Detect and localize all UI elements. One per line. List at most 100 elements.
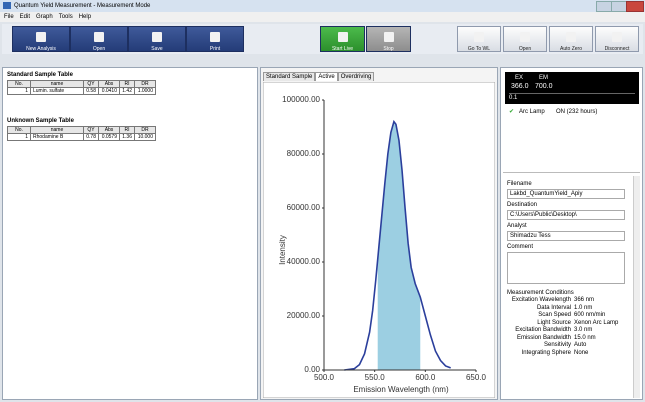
spectrum-chart: Intensity Emission Wavelength (nm) 0.00 2… [263, 82, 495, 398]
field-label: Analyst [507, 223, 527, 229]
y-tick-label: 0.00 [304, 365, 320, 374]
condition-name: Sensitivity [543, 342, 571, 348]
table-cell: 0.78 [83, 133, 99, 141]
close-button[interactable] [626, 1, 644, 12]
field-input[interactable]: Lakbd_QuantumYield_Apiy [507, 189, 625, 199]
live-button[interactable]: Start Live [320, 26, 365, 52]
divider [503, 172, 640, 173]
menu-item[interactable]: Graph [36, 14, 53, 20]
table-title: Standard Sample Table [7, 72, 73, 78]
column-header: name [30, 126, 84, 134]
app-icon [3, 2, 11, 9]
window-title: Quantum Yield Measurement - Measurement … [14, 3, 151, 9]
live-button[interactable]: Stop [366, 26, 411, 52]
menu-item[interactable]: Help [78, 14, 92, 20]
condition-row: Light Source Xenon Arc Lamp [507, 320, 625, 328]
graph-panel: Standard Sample Active Overdriving Intensi… [260, 67, 498, 400]
maximize-button[interactable] [611, 1, 627, 12]
condition-name: Data Interval [536, 304, 571, 311]
instrument-button[interactable]: Open [503, 26, 547, 52]
table-row[interactable]: 1 Rhodamine B 0.78 0.0579 1.36 10.000 [7, 133, 156, 141]
table-cell: 1.42 [119, 87, 135, 95]
condition-value: 1.0 nm [574, 304, 593, 311]
column-header: No. [7, 126, 31, 134]
title-bar: Quantum Yield Measurement - Measurement … [0, 0, 645, 12]
table-cell: 0.0579 [98, 133, 120, 141]
column-header: QY [83, 80, 99, 88]
field-input[interactable]: C:\Users\Public\Desktop\ [507, 210, 625, 220]
lamp-name: Arc Lamp [519, 109, 545, 115]
condition-value: 366 nm [574, 297, 595, 303]
menu-item[interactable]: Tools [58, 14, 73, 20]
toolbar-button[interactable]: Open [70, 26, 128, 52]
table-title: Unknown Sample Table [7, 118, 74, 124]
fields: Filename Lakbd_QuantumYield_Apiy Destinati… [507, 178, 625, 357]
condition-value: 600 nm/min [574, 312, 606, 318]
toolbar-button[interactable]: New Analysis [12, 26, 70, 52]
conditions-title: Measurement Conditions [507, 290, 574, 296]
condition-name: Light Source [537, 319, 571, 326]
em-value: 700.0 [535, 83, 553, 90]
condition-row: Excitation Bandwidth 3.0 nm [507, 327, 625, 335]
condition-value: 3.0 nm [574, 327, 593, 333]
scrollbar[interactable] [633, 176, 640, 398]
instrument-button[interactable]: Go To WL [457, 26, 501, 52]
table-cell: 1.0000 [134, 87, 156, 95]
menu-item[interactable]: Edit [19, 14, 31, 20]
column-header: name [30, 80, 84, 88]
condition-value: Xenon Arc Lamp [574, 319, 619, 326]
sample-table: No. name QY Abs RI DR 1 Lumin. sulfate 0.58 0.041… [7, 80, 156, 95]
table-cell: 0.58 [83, 87, 99, 95]
column-header: Abs [98, 126, 120, 134]
lamp-check: ✔ [509, 109, 515, 115]
condition-name: Emission Bandwidth [516, 334, 571, 341]
tab[interactable]: Overdriving [337, 72, 375, 81]
column-header: DR [134, 126, 156, 134]
condition-row: Emission Bandwidth 15.0 nm [507, 335, 625, 343]
sample-table: No. name QY Abs RI DR 1 Rhodamine B 0.78 0.0579 1.… [7, 126, 156, 141]
x-tick-label: 550.0 [365, 373, 386, 382]
ex-label: EX [515, 75, 524, 81]
y-tick-label: 60000.00 [287, 203, 321, 212]
menu-bar: File Edit Graph Tools Help [0, 12, 645, 22]
table-row[interactable]: 1 Lumin. sulfate 0.58 0.0410 1.42 1.0000 [7, 87, 156, 95]
x-axis-label: Emission Wavelength (nm) [353, 385, 449, 394]
y-tick-label: 40000.00 [287, 257, 321, 266]
condition-name: Scan Speed [538, 312, 571, 318]
condition-row: Data Interval 1.0 nm [507, 305, 625, 313]
column-header: QY [83, 126, 99, 134]
status-display: EX EM 366.0 700.0 0.1 [505, 72, 639, 104]
toolbar-button[interactable]: Save [128, 26, 186, 52]
table-cell: 1 [7, 133, 31, 141]
x-tick-label: 500.0 [314, 373, 335, 382]
table-cell: Lumin. sulfate [30, 87, 84, 95]
condition-row: Excitation Wavelength 366 nm [507, 297, 625, 305]
ex-value: 366.0 [511, 83, 529, 90]
toolbar-button[interactable]: Print [186, 26, 244, 52]
tab[interactable]: Standard Sample [263, 72, 316, 81]
instrument-button[interactable]: Disconnect [595, 26, 639, 52]
tab[interactable]: Active [315, 72, 338, 81]
condition-row: Sensitivity Auto [507, 342, 625, 350]
file-toolbar: New Analysis Open Save Print [12, 24, 262, 54]
menu-item[interactable]: File [4, 14, 14, 20]
mode-value: 0.1 [509, 93, 635, 101]
conditions-list: Excitation Wavelength 366 nm Data Interval… [507, 297, 625, 357]
column-header: RI [119, 126, 135, 134]
column-header: Abs [98, 80, 120, 88]
field-label: Comment [507, 244, 534, 250]
minimize-button[interactable] [596, 1, 612, 12]
field-input[interactable]: Shimadzu Tess [507, 231, 625, 241]
condition-name: Excitation Wavelength [511, 297, 571, 303]
comment-input[interactable] [507, 252, 625, 284]
condition-value: Auto [574, 342, 587, 348]
y-tick-label: 100000.00 [282, 95, 320, 104]
condition-value: 15.0 nm [574, 334, 596, 341]
y-axis-label: Intensity [278, 235, 287, 265]
header-row: No. name QY Abs RI DR [7, 80, 156, 88]
instrument-button[interactable]: Auto Zero [549, 26, 593, 52]
table-cell: Rhodamine B [30, 133, 84, 141]
condition-value: None [574, 349, 589, 356]
lamp-state: ON (232 hours) [556, 109, 598, 115]
